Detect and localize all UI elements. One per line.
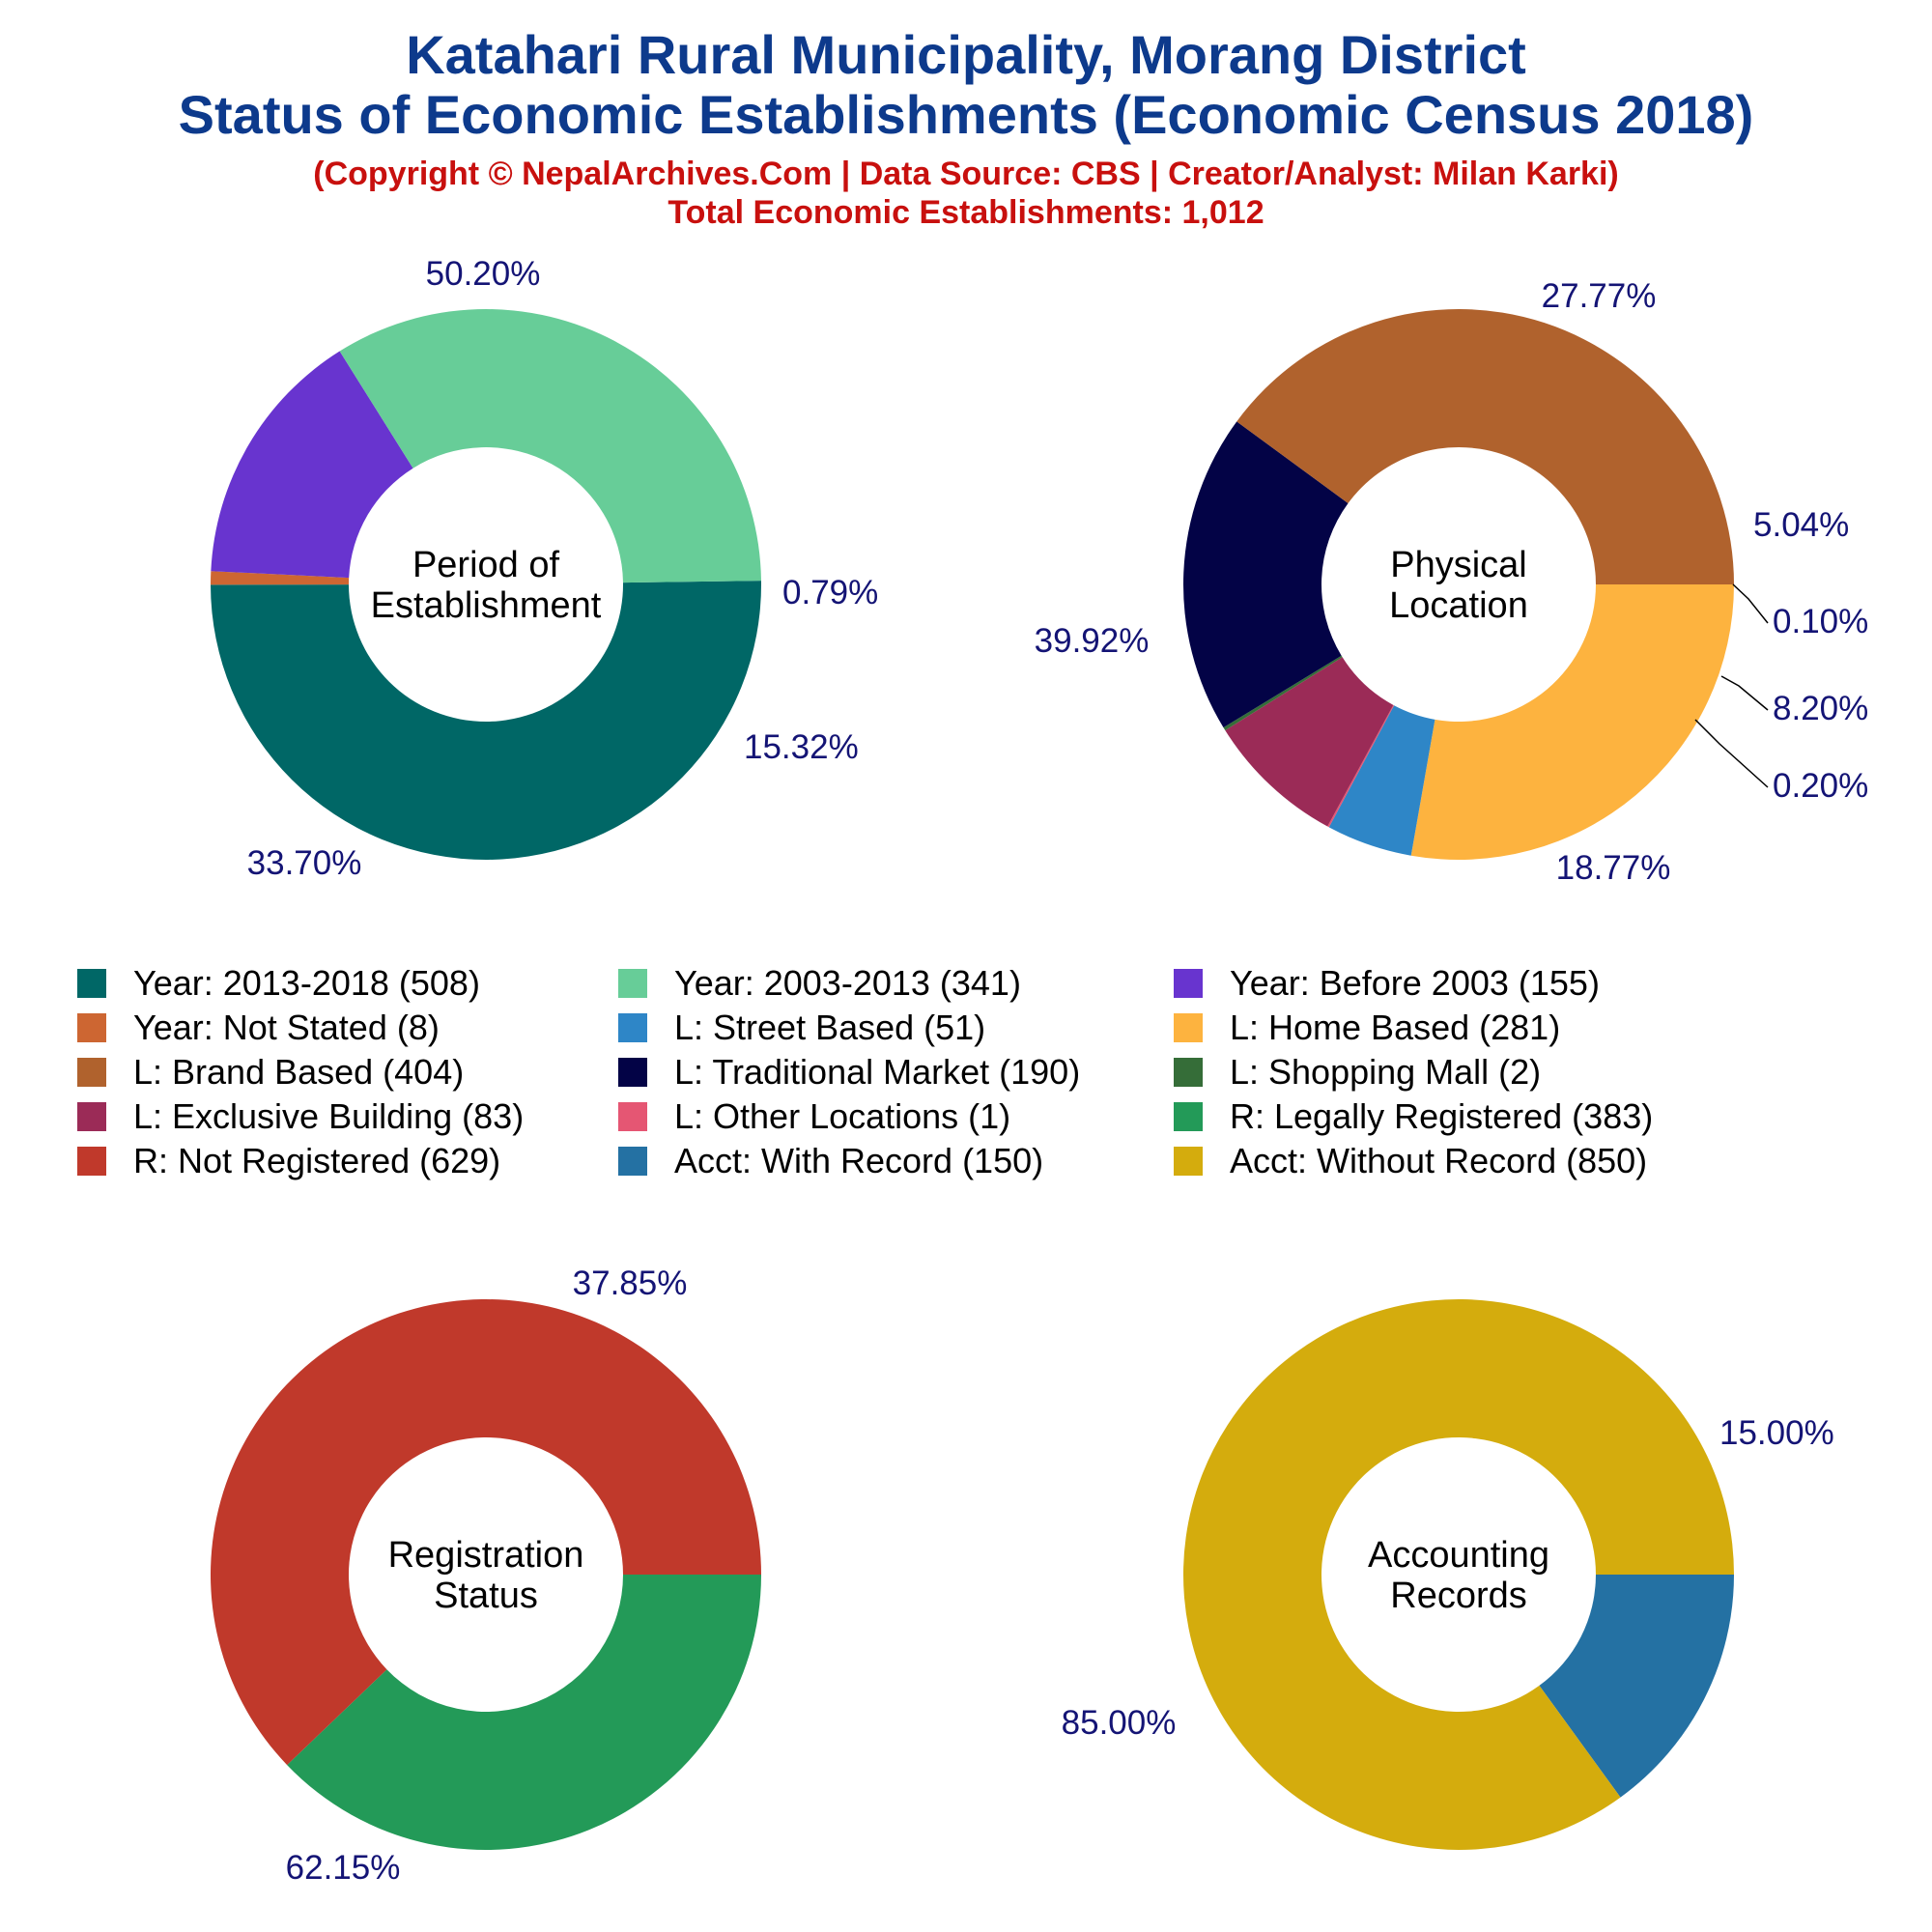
legend-label: R: Legally Registered (383) [1230,1096,1654,1136]
slice-2-6 [1183,421,1349,728]
legend-label: Acct: With Record (150) [674,1141,1044,1180]
slice-3-1 [287,1575,761,1851]
legend-swatch [618,969,647,998]
legend-item: L: Brand Based (404) [77,1050,464,1094]
legend-item: L: Traditional Market (190) [618,1050,1080,1094]
legend-swatch [1174,969,1203,998]
legend-swatch [77,1058,106,1087]
slice-2-2 [1328,705,1435,856]
percent-label-4-1: 15.00% [1719,1414,1834,1452]
leader-line-2-5 [1694,719,1769,788]
percent-label-2-7: 39.92% [1035,622,1150,660]
percent-label-4-2: 85.00% [1062,1704,1177,1742]
center-label-3-line2: Status [434,1576,538,1616]
legend-swatch [1174,1147,1203,1176]
legend-swatch [1174,1058,1203,1087]
legend-label: Year: 2003-2013 (341) [674,963,1021,1003]
slice-1-3 [211,351,413,579]
percent-label-2-4: 8.20% [1773,690,1868,727]
percent-label-2-3: 0.10% [1773,603,1868,640]
percent-label-1-4: 33.70% [247,844,362,882]
legend-swatch [77,1013,106,1042]
center-label-2-line2: Location [1389,585,1528,626]
legend-item: R: Not Registered (629) [77,1139,500,1183]
center-label-3-line1: Registration [388,1535,584,1576]
legend-item: Year: Not Stated (8) [77,1006,440,1050]
percent-label-3-2: 62.15% [286,1849,401,1887]
slice-3-2 [211,1299,762,1766]
donut-chart-2: 27.77% 5.04% 0.10% 8.20% 0.20% 18.77% 39.92% Ph… [1035,277,1869,887]
slice-4-2 [1183,1299,1734,1850]
percent-label-2-6: 18.77% [1556,849,1671,887]
legend-item: R: Legally Registered (383) [1174,1094,1653,1139]
percent-label-3-1: 37.85% [573,1264,688,1302]
legend-label: Year: Not Stated (8) [133,1008,440,1047]
leader-line-2-3 [1732,583,1769,624]
legend-label: L: Other Locations (1) [674,1096,1011,1136]
slice-2-7 [1236,308,1734,584]
donut-chart-1: 50.20% 0.79% 15.32% 33.70% Period ofEstablis… [211,255,878,882]
legend-item: L: Home Based (281) [1174,1006,1560,1050]
legend-swatch [77,1147,106,1176]
slice-4-1 [1539,1575,1734,1798]
percent-label-1-2: 0.79% [782,574,878,611]
legend-label: Acct: Without Record (850) [1230,1141,1648,1180]
slice-2-4 [1225,657,1394,827]
center-label-1-line1: Period of [412,545,560,585]
legend-swatch [1174,1013,1203,1042]
legend-label: L: Home Based (281) [1230,1008,1561,1047]
center-label-4-line1: Accounting [1368,1535,1549,1576]
legend-item: L: Street Based (51) [618,1006,985,1050]
legend-item: Year: Before 2003 (155) [1174,961,1600,1006]
legend-item: Year: 2003-2013 (341) [618,961,1021,1006]
legend-label: L: Shopping Mall (2) [1230,1052,1542,1092]
center-label-4-line2: Records [1390,1576,1527,1616]
legend-item: L: Shopping Mall (2) [1174,1050,1541,1094]
legend-item: Acct: With Record (150) [618,1139,1043,1183]
legend-label: Year: 2013-2018 (508) [133,963,480,1003]
legend-label: L: Brand Based (404) [133,1052,465,1092]
center-label-1-line2: Establishment [371,585,602,626]
legend-swatch [77,969,106,998]
legend-label: R: Not Registered (629) [133,1141,501,1180]
legend-swatch [77,1102,106,1131]
slice-2-3 [1327,704,1395,828]
legend-swatch [618,1147,647,1176]
legend-label: L: Traditional Market (190) [674,1052,1081,1092]
legend-swatch [618,1102,647,1131]
slice-1-1 [211,581,762,860]
chart-title-line2: Status of Economic Establishments (Econo… [178,84,1754,145]
percent-label-2-2: 5.04% [1753,506,1849,544]
legend-item: Year: 2013-2018 (508) [77,961,480,1006]
slice-1-4 [339,309,761,583]
legend-label: L: Street Based (51) [674,1008,986,1047]
slice-2-1 [1410,584,1734,861]
legend-swatch [618,1058,647,1087]
legend-label: L: Exclusive Building (83) [133,1096,525,1136]
center-label-2-line1: Physical [1390,545,1527,585]
legend-item: L: Exclusive Building (83) [77,1094,524,1139]
slice-1-2 [211,571,350,585]
legend-swatch [1174,1102,1203,1131]
slice-2-5 [1223,655,1343,731]
percent-label-2-1: 27.77% [1542,277,1657,315]
legend-swatch [618,1013,647,1042]
chart-title-line1: Katahari Rural Municipality, Morang Dist… [406,24,1526,85]
legend-label: Year: Before 2003 (155) [1230,963,1600,1003]
leader-line-2-4 [1720,675,1769,711]
copyright-note: (Copyright © NepalArchives.Com | Data So… [313,156,1619,192]
percent-label-1-1: 50.20% [426,255,541,293]
percent-label-2-5: 0.20% [1773,767,1868,805]
legend-item: Acct: Without Record (850) [1174,1139,1647,1183]
total-establishments: Total Economic Establishments: 1,012 [668,194,1264,231]
percent-label-1-3: 15.32% [744,728,859,766]
legend-item: L: Other Locations (1) [618,1094,1010,1139]
